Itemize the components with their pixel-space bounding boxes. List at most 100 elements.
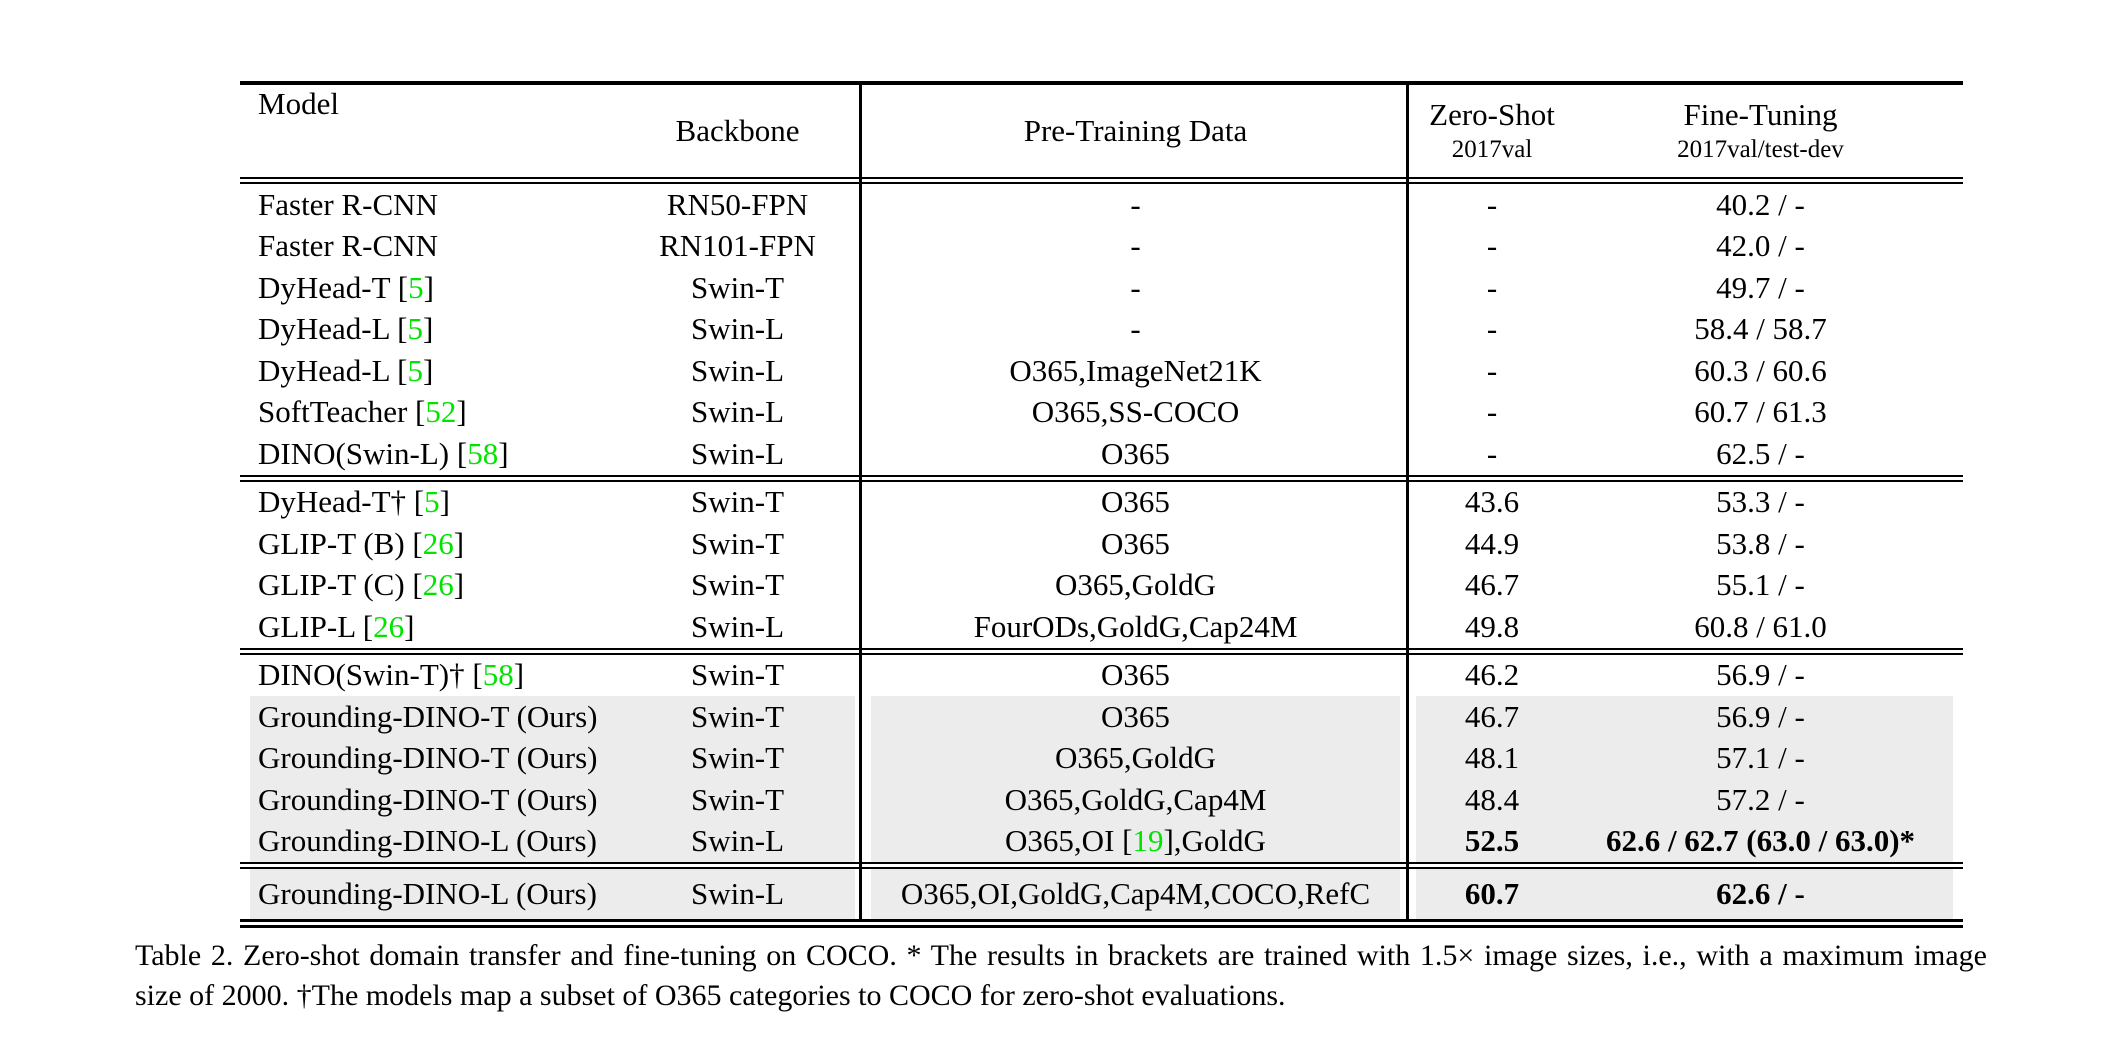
backbone-cell: Swin-L	[620, 350, 863, 392]
table-row: DyHead-T† [5] Swin-T O365 43.6 53.3 / -	[240, 481, 1963, 523]
header-model-label: Model	[258, 86, 339, 121]
finetune-score-cell: 60.7 / 61.3	[1568, 391, 1963, 433]
finetune-score-cell: 53.8 / -	[1568, 523, 1963, 565]
finetune-score-cell: 57.1 / -	[1568, 737, 1963, 779]
finetune-score-cell: 62.6 / 62.7 (63.0 / 63.0)*	[1568, 820, 1963, 862]
zeroshot-score-cell: -	[1408, 391, 1568, 433]
model-cell: GLIP-L [26]	[240, 606, 620, 648]
table-row: DINO(Swin-L) [58] Swin-L O365-62.5 / -	[240, 433, 1963, 475]
pretrain-data-cell: FourODs,GoldG,Cap24M	[863, 606, 1408, 648]
header-zeroshot-sublabel: 2017val	[1451, 136, 1533, 163]
finetune-score-cell: 56.9 / -	[1568, 696, 1963, 738]
pretrain-data-cell: O365,OI,GoldG,Cap4M,COCO,RefC	[863, 869, 1408, 919]
section-separator-rule	[240, 647, 1963, 655]
backbone-cell: Swin-T	[620, 564, 863, 606]
header-zeroshot-label: Zero-Shot	[1429, 97, 1555, 132]
table-header-row: Model Backbone Pre-Training Data Zero-Sh…	[240, 85, 1963, 177]
table-row: Grounding-DINO-L (Ours) Swin-L O365,OI,Gol…	[240, 869, 1963, 919]
table-row: DyHead-T [5] Swin-T - -49.7 / -	[240, 267, 1963, 309]
model-cell: Grounding-DINO-T (Ours)	[240, 779, 620, 821]
zeroshot-score-cell: -	[1408, 267, 1568, 309]
section-separator-rule	[240, 474, 1963, 482]
header-finetune-sublabel: 2017val/test-dev	[1677, 136, 1844, 163]
table-row: DyHead-L [5] Swin-L O365,ImageNet21K -60.3 …	[240, 350, 1963, 392]
finetune-score-cell: 57.2 / -	[1568, 779, 1963, 821]
backbone-cell: Swin-L	[620, 391, 863, 433]
model-cell: DINO(Swin-T)† [58]	[240, 654, 620, 696]
header-pretrain-label: Pre-Training Data	[1023, 113, 1248, 148]
table-row: Faster R-CNN RN101-FPN - -42.0 / -	[240, 225, 1963, 267]
zeroshot-score-cell: 52.5	[1408, 820, 1568, 862]
finetune-score-cell: 53.3 / -	[1568, 481, 1963, 523]
column-divider-backbone-pretrain	[859, 85, 862, 920]
zeroshot-score-cell: 44.9	[1408, 523, 1568, 565]
pretrain-data-cell: O365	[863, 481, 1408, 523]
table-row: Grounding-DINO-T (Ours) Swin-T O365,GoldG,…	[240, 779, 1963, 821]
table-row: GLIP-T (B) [26] Swin-T O365 44.9 53.8 / -	[240, 523, 1963, 565]
model-cell: Grounding-DINO-T (Ours)	[240, 737, 620, 779]
pretrain-data-cell: O365,ImageNet21K	[863, 350, 1408, 392]
backbone-cell: Swin-T	[620, 737, 863, 779]
column-divider-pretrain-zeroshot	[1406, 85, 1409, 920]
finetune-score-cell: 56.9 / -	[1568, 654, 1963, 696]
finetune-score-cell: 55.1 / -	[1568, 564, 1963, 606]
table-row: SoftTeacher [52] Swin-L O365,SS-COCO -60.7 …	[240, 391, 1963, 433]
backbone-cell: Swin-T	[620, 481, 863, 523]
zeroshot-score-cell: -	[1408, 184, 1568, 226]
citation-ref: 58	[482, 657, 514, 693]
table-row: Faster R-CNN RN50-FPN - -40.2 / -	[240, 184, 1963, 226]
finetune-score-cell: 58.4 / 58.7	[1568, 308, 1963, 350]
pretrain-data-cell: O365	[863, 696, 1408, 738]
finetune-score-cell: 49.7 / -	[1568, 267, 1963, 309]
zeroshot-score-cell: 48.4	[1408, 779, 1568, 821]
model-cell: GLIP-T (C) [26]	[240, 564, 620, 606]
citation-ref: 5	[407, 352, 423, 388]
citation-ref: 5	[407, 311, 423, 347]
header-finetune: Fine-Tuning 2017val/test-dev	[1568, 85, 1963, 177]
citation-ref: 5	[424, 484, 440, 520]
model-cell: DyHead-L [5]	[240, 308, 620, 350]
pretrain-data-cell: O365	[863, 654, 1408, 696]
zeroshot-score-cell: -	[1408, 225, 1568, 267]
table-row: GLIP-T (C) [26] Swin-T O365,GoldG 46.7 55.1 …	[240, 564, 1963, 606]
table-section-grounding-dino: DINO(Swin-T)† [58] Swin-T O365 46.2 56.9 / -…	[240, 654, 1963, 862]
model-cell: Grounding-DINO-T (Ours)	[240, 696, 620, 738]
backbone-cell: Swin-T	[620, 523, 863, 565]
backbone-cell: Swin-T	[620, 267, 863, 309]
pretrain-data-cell: -	[863, 225, 1408, 267]
backbone-cell: Swin-L	[620, 820, 863, 862]
model-cell: DyHead-T [5]	[240, 267, 620, 309]
pretrain-data-cell: -	[863, 308, 1408, 350]
backbone-cell: Swin-L	[620, 606, 863, 648]
backbone-cell: Swin-T	[620, 696, 863, 738]
table-section-final: Grounding-DINO-L (Ours) Swin-L O365,OI,Gol…	[240, 869, 1963, 919]
zeroshot-score-cell: -	[1408, 308, 1568, 350]
zeroshot-score-cell: 46.7	[1408, 564, 1568, 606]
finetune-score-cell: 62.5 / -	[1568, 433, 1963, 475]
citation-ref: 19	[1132, 823, 1164, 859]
pretrain-data-cell: -	[863, 184, 1408, 226]
zeroshot-score-cell: 48.1	[1408, 737, 1568, 779]
header-model: Model	[240, 85, 620, 177]
backbone-cell: Swin-L	[620, 308, 863, 350]
citation-ref: 26	[373, 608, 405, 644]
backbone-cell: Swin-T	[620, 779, 863, 821]
finetune-score-cell: 42.0 / -	[1568, 225, 1963, 267]
header-backbone: Backbone	[620, 85, 863, 177]
model-cell: GLIP-T (B) [26]	[240, 523, 620, 565]
table-row: Grounding-DINO-T (Ours) Swin-T O365 46.7 56.…	[240, 696, 1963, 738]
pretrain-data-cell: O365,SS-COCO	[863, 391, 1408, 433]
finetune-score-cell: 62.6 / -	[1568, 869, 1963, 919]
table-row: Grounding-DINO-T (Ours) Swin-T O365,GoldG 4…	[240, 737, 1963, 779]
table-row: Grounding-DINO-L (Ours) Swin-L O365,OI [19…	[240, 820, 1963, 862]
pretrain-data-cell: O365,GoldG,Cap4M	[863, 779, 1408, 821]
header-zeroshot: Zero-Shot 2017val	[1408, 85, 1568, 177]
citation-ref: 52	[425, 394, 457, 430]
model-cell: Faster R-CNN	[240, 225, 620, 267]
header-finetune-label: Fine-Tuning	[1683, 97, 1838, 132]
model-cell: DyHead-T† [5]	[240, 481, 620, 523]
model-cell: Grounding-DINO-L (Ours)	[240, 869, 620, 919]
pretrain-data-cell: O365,GoldG	[863, 737, 1408, 779]
backbone-cell: Swin-L	[620, 433, 863, 475]
